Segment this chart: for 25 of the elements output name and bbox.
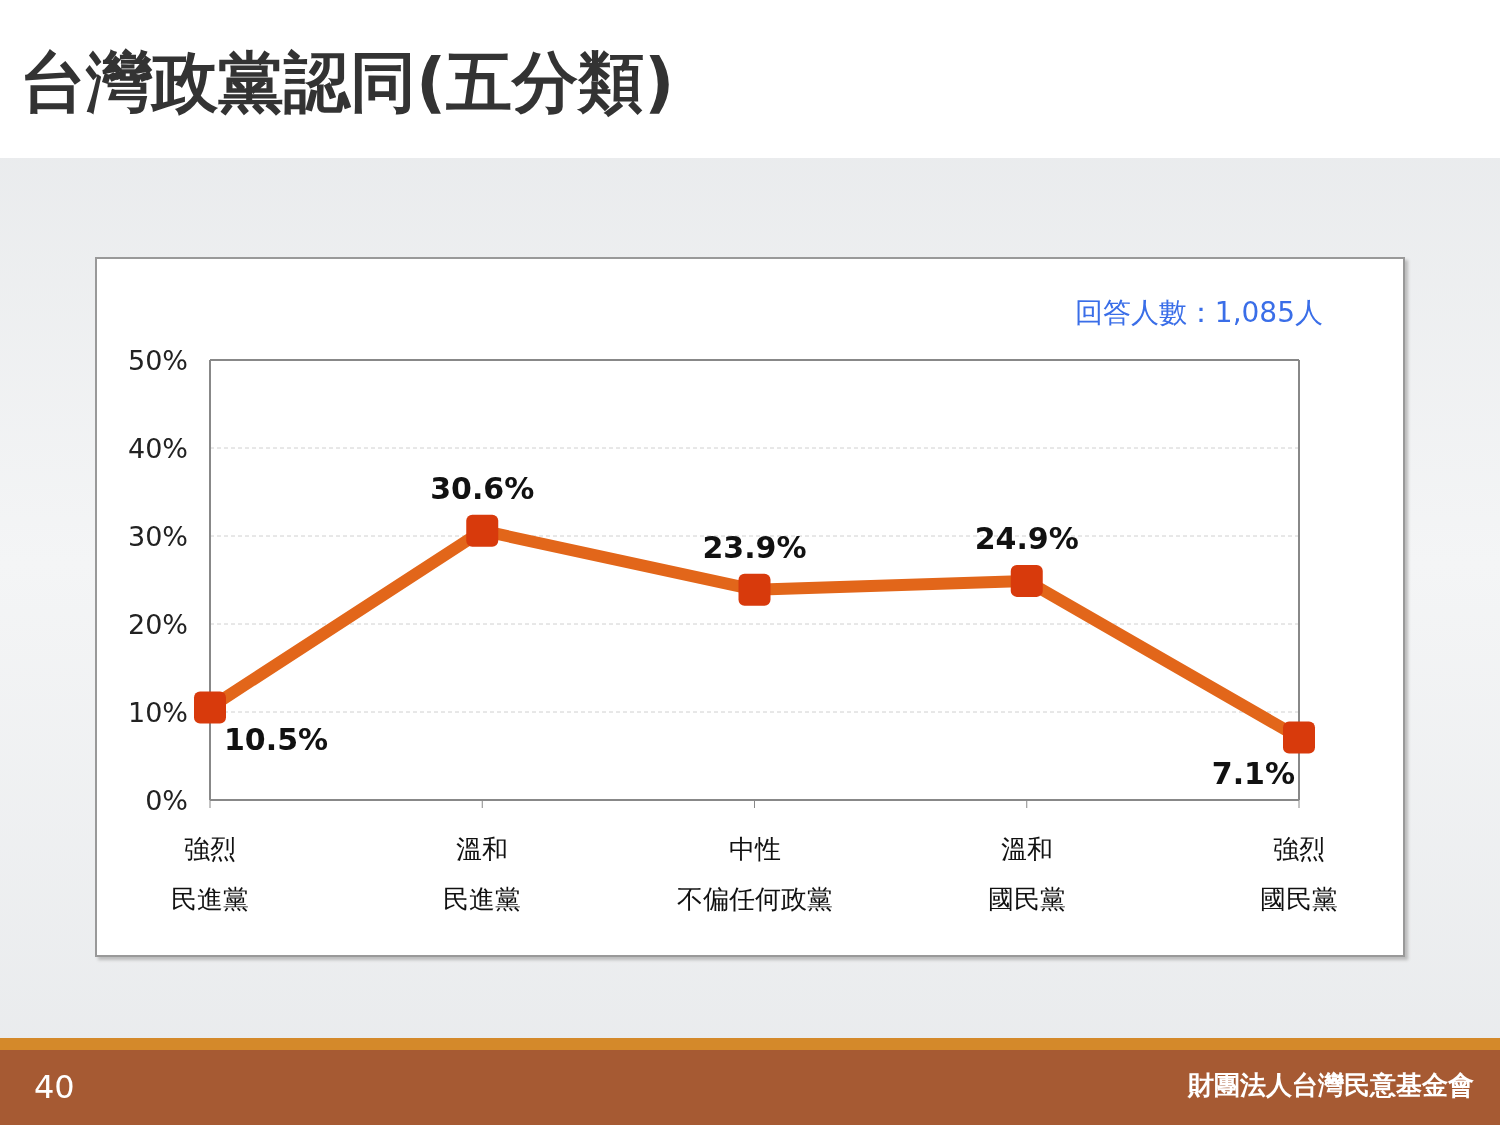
text: 財團法人台灣民意基金會 [1188, 1069, 1474, 1102]
data-label: 30.6% [430, 470, 535, 506]
data-label: 10.5% [224, 721, 329, 757]
y-tick-label: 40% [127, 432, 188, 464]
x-tick-label: 強烈民進黨 [171, 834, 249, 914]
y-tick-label: 20% [127, 608, 188, 640]
text: 回答人數：1,085人 [1074, 295, 1323, 331]
point [1010, 564, 1043, 597]
x-tick-label: 強烈國民黨 [1260, 834, 1338, 914]
y-tick-label: 30% [127, 520, 188, 552]
x-tick-label: 中性不偏任何政黨 [676, 834, 833, 914]
y-tick-label: 0% [145, 784, 188, 816]
y-tick-label: 50% [127, 344, 188, 376]
data-label: 23.9% [702, 529, 807, 565]
x-tick-label: 溫和國民黨 [987, 834, 1066, 914]
data-label: 24.9% [974, 520, 1079, 556]
y-tick-label: 10% [127, 696, 188, 728]
point [1283, 721, 1315, 754]
data-label: 7.1% [1211, 755, 1295, 791]
x-tick-label: 溫和民進黨 [443, 834, 522, 914]
chart-title: 台灣政黨認同(五分類) [20, 43, 675, 123]
text: 40 [34, 1068, 75, 1106]
point [466, 514, 499, 547]
point [738, 573, 771, 606]
point [194, 691, 226, 724]
